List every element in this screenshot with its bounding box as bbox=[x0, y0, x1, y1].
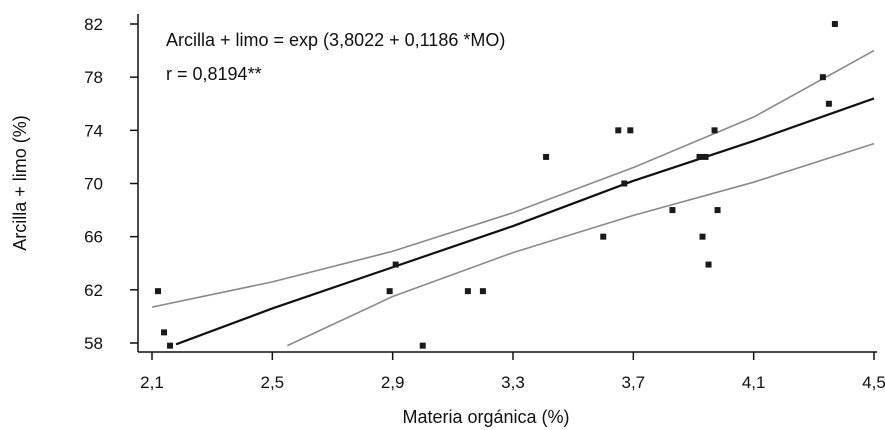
x-tick-label: 3,3 bbox=[501, 373, 525, 392]
data-point bbox=[161, 329, 168, 336]
data-point bbox=[714, 207, 721, 214]
data-point bbox=[627, 127, 634, 134]
data-points-layer bbox=[155, 21, 838, 349]
data-point bbox=[464, 288, 471, 295]
data-point bbox=[386, 288, 393, 295]
equation-annotation: Arcilla + limo = exp (3,8022 + 0,1186 *M… bbox=[166, 30, 505, 50]
y-tick-label: 70 bbox=[84, 175, 103, 194]
data-point bbox=[711, 127, 718, 134]
x-tick-label: 4,1 bbox=[742, 373, 766, 392]
y-tick-label: 66 bbox=[84, 228, 103, 247]
y-tick-label: 78 bbox=[84, 68, 103, 87]
data-point bbox=[699, 233, 706, 240]
data-point bbox=[831, 21, 838, 27]
y-tick-label: 82 bbox=[84, 15, 103, 34]
data-point bbox=[702, 153, 709, 160]
x-tick-label: 2,1 bbox=[140, 373, 164, 392]
data-point bbox=[621, 180, 628, 187]
correlation-annotation: r = 0,8194** bbox=[166, 64, 262, 84]
y-axis-label: Arcilla + limo (%) bbox=[10, 115, 30, 251]
y-axis-ticks: 58 62 66 70 74 78 82 bbox=[84, 15, 138, 353]
data-point bbox=[705, 261, 712, 268]
data-point bbox=[167, 342, 174, 349]
data-point bbox=[419, 342, 426, 349]
data-point bbox=[600, 233, 607, 240]
data-point bbox=[615, 127, 622, 134]
x-tick-label: 4,5 bbox=[862, 373, 885, 392]
x-tick-label: 2,5 bbox=[261, 373, 285, 392]
x-axis-ticks: 2,1 2,5 2,9 3,3 3,7 4,1 4,5 bbox=[140, 352, 885, 392]
x-tick-label: 2,9 bbox=[381, 373, 405, 392]
data-point bbox=[819, 74, 826, 81]
upper-confidence-curve bbox=[151, 49, 875, 308]
x-tick-label: 3,7 bbox=[622, 373, 646, 392]
y-tick-label: 74 bbox=[84, 121, 103, 140]
lower-confidence-curve bbox=[287, 142, 875, 347]
x-axis-label: Materia orgánica (%) bbox=[402, 407, 569, 427]
data-point bbox=[155, 288, 162, 295]
y-tick-label: 62 bbox=[84, 281, 103, 300]
y-tick-label: 58 bbox=[84, 334, 103, 353]
data-point bbox=[825, 100, 832, 107]
fitted-regression-curve bbox=[175, 97, 875, 346]
data-point bbox=[392, 261, 399, 268]
data-point bbox=[479, 288, 486, 295]
data-point bbox=[696, 153, 703, 160]
data-point bbox=[669, 207, 676, 214]
curves-layer bbox=[151, 49, 875, 347]
data-point bbox=[543, 153, 550, 160]
